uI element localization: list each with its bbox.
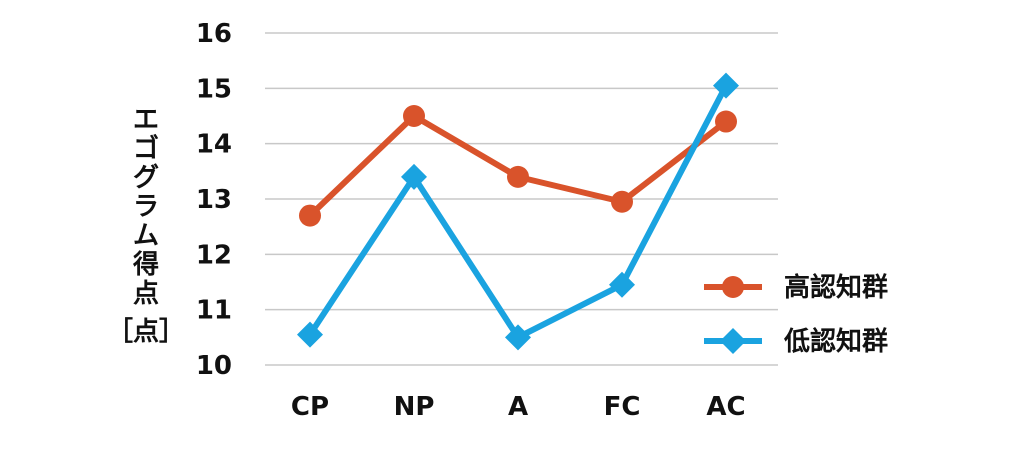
legend-marker xyxy=(722,276,744,298)
legend-marker xyxy=(720,328,746,354)
data-point xyxy=(505,324,531,351)
y-axis-label-char: エ xyxy=(133,105,159,135)
gridlines xyxy=(265,32,778,366)
data-point xyxy=(715,110,737,133)
y-axis-label-char: 得 xyxy=(132,250,159,280)
x-tick-label: A xyxy=(508,392,528,422)
data-point xyxy=(609,271,635,298)
y-axis-label-char: グ xyxy=(133,163,159,193)
y-tick-label: 13 xyxy=(196,185,232,215)
y-tick-label: 15 xyxy=(196,74,232,104)
x-axis-ticks: CP NP A FC AC xyxy=(291,392,746,422)
y-tick-label: 14 xyxy=(196,130,232,160)
series xyxy=(297,72,739,351)
data-point xyxy=(297,321,323,348)
x-tick-label: AC xyxy=(706,392,745,422)
series-line xyxy=(307,84,729,341)
x-tick-label: NP xyxy=(394,392,435,422)
y-axis-label-char: 点 xyxy=(133,278,159,309)
y-axis-ticks: 10 11 12 13 14 15 16 xyxy=(196,19,232,381)
y-tick-label: 11 xyxy=(196,296,232,326)
data-point xyxy=(507,165,529,188)
x-tick-label: FC xyxy=(604,392,641,422)
legend-item: 高認知群 xyxy=(704,272,888,303)
data-point xyxy=(299,204,321,227)
legend-item: 低認知群 xyxy=(704,326,888,357)
data-point xyxy=(401,163,427,190)
data-point xyxy=(611,190,633,213)
series-low xyxy=(297,72,739,351)
legend-label: 高認知群 xyxy=(784,272,888,303)
y-tick-label: 12 xyxy=(196,240,232,270)
series-high xyxy=(299,105,737,227)
y-axis-label-char: ゴ xyxy=(133,133,159,164)
data-point xyxy=(403,105,425,127)
x-tick-label: CP xyxy=(291,392,329,422)
y-tick-label: 10 xyxy=(196,351,232,381)
data-point xyxy=(713,72,739,99)
y-axis-label-char: ム xyxy=(133,221,159,251)
y-axis-label-unit: ［点］ xyxy=(107,316,185,347)
y-axis-label-char: ラ xyxy=(133,192,159,222)
y-tick-label: 16 xyxy=(196,19,232,49)
legend-label: 低認知群 xyxy=(783,326,888,357)
